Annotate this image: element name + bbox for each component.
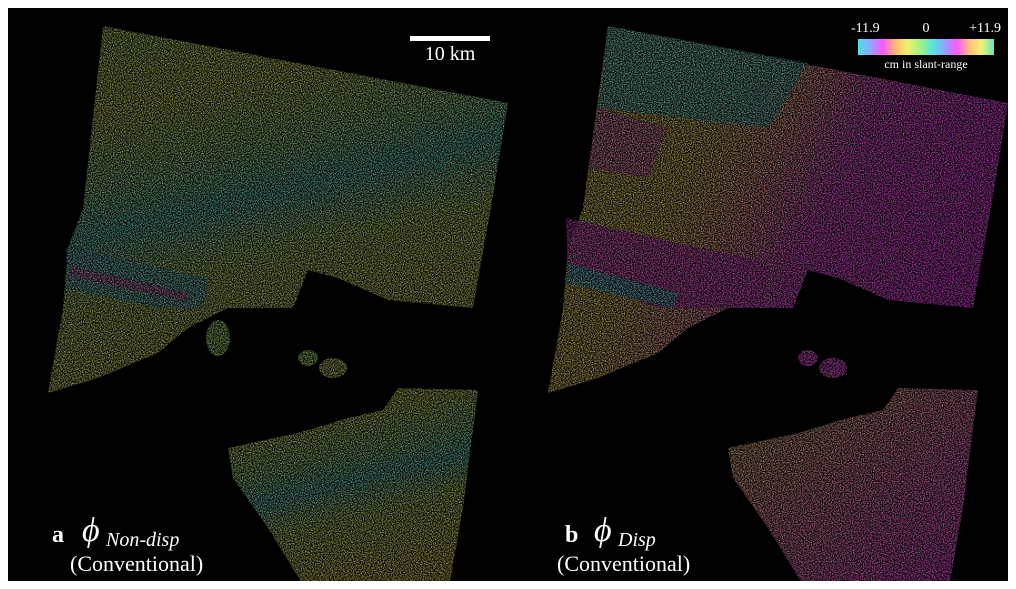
- scale-bar-line: [410, 36, 490, 41]
- panel-b-letter: b: [565, 522, 579, 548]
- color-scale-mid-label: 0: [922, 21, 930, 36]
- panel-a-method: (Conventional): [70, 551, 204, 576]
- color-scale-max-label: +11.9: [969, 21, 1001, 36]
- panel-a-non-dispersive: [8, 8, 508, 581]
- figure-frame: 10 km -11.9 0 +11.9 cm in slant-range a …: [8, 8, 1008, 581]
- color-scale-caption: cm in slant-range: [884, 57, 968, 71]
- panel-b-subscript: Disp: [618, 529, 656, 551]
- color-scale-legend: -11.9 0 +11.9 cm in slant-range: [851, 21, 1001, 72]
- color-scale-gradient: [858, 39, 994, 55]
- panel-a-letter: a: [52, 522, 64, 548]
- panel-a-subscript: Non-disp: [106, 529, 180, 551]
- panel-b-method: (Conventional): [557, 551, 691, 576]
- panel-b-dispersive: [508, 8, 1008, 581]
- interferogram-non-dispersive: [48, 26, 508, 581]
- color-scale-ticks: -11.9 0 +11.9: [851, 21, 1001, 39]
- color-scale-min-label: -11.9: [851, 21, 880, 36]
- panel-a-symbol: ϕ: [82, 512, 100, 549]
- scale-bar: 10 km: [408, 36, 492, 66]
- scale-bar-label: 10 km: [424, 43, 476, 65]
- interferogram-dispersive: [548, 26, 1008, 581]
- panel-b-symbol: ϕ: [594, 512, 612, 549]
